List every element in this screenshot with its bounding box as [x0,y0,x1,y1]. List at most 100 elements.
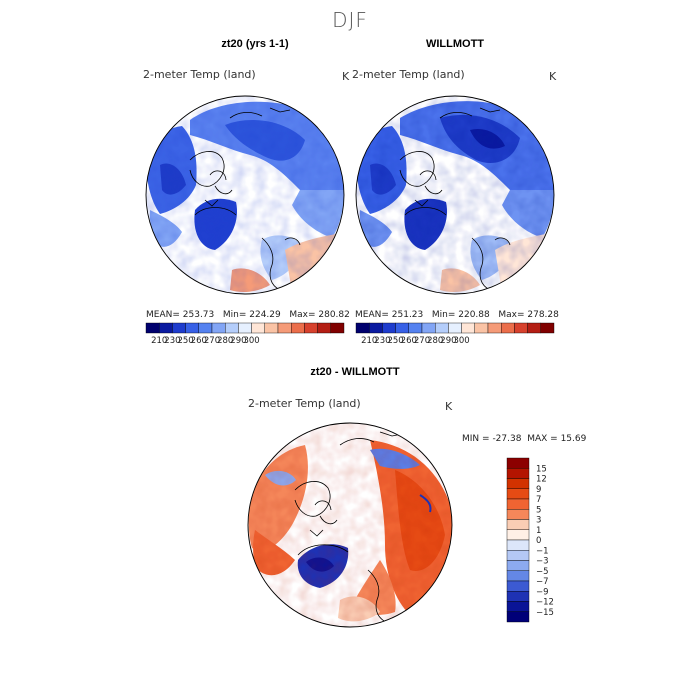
colorbar-swatch [369,322,383,334]
colorbar-tick-label: 230 [164,336,180,346]
colorbar-tick-label: 270 [414,336,430,346]
colorbar-tick-label: −3 [536,557,549,567]
colorbar-tick-label: 260 [401,336,417,346]
colorbar-tick-label: 15 [536,464,547,474]
colorbar-tick-label: 290 [230,336,246,346]
panel-1-unit: K [342,70,350,83]
colorbar-swatch [185,322,200,334]
max-label: MAX = [527,434,558,444]
colorbar-swatch [158,322,173,334]
min-value: -27.38 [492,434,522,444]
panel-3-map [247,422,453,628]
colorbar-tick-label: 230 [374,336,390,346]
colorbar-tick-label: 260 [191,336,207,346]
colorbar-tick-label: 300 [453,336,469,346]
colorbar-tick-label: −7 [536,577,549,587]
colorbar-tick-label: 5 [536,505,541,515]
panel-1-map [145,95,345,295]
mean-label: MEAN= [355,310,389,320]
figure-title: DJF [332,8,368,32]
panel-2-unit: K [549,70,557,83]
colorbar-swatch [474,322,489,334]
max-value: 15.69 [560,434,587,444]
panel-2-title: WILLMOTT [425,38,485,50]
colorbar-swatch [506,560,530,571]
colorbar-swatch [145,322,160,334]
colorbar-swatch [448,322,462,334]
colorbar-swatch [421,322,436,334]
colorbar-tick-label: 280 [217,336,233,346]
colorbar-swatch [506,601,530,612]
colorbar-tick-label: 12 [536,475,547,485]
panel-2-subtitle: 2-meter Temp (land) [352,68,465,81]
colorbar-tick-label: −5 [536,567,549,577]
colorbar-swatch [540,322,555,334]
colorbar-swatch [277,322,292,334]
colorbar-swatch [506,478,530,489]
min-label: Min= [431,310,456,320]
panel-3-subtitle: 2-meter Temp (land) [248,397,361,410]
panel-2-map [355,95,555,295]
min-label: MIN = [462,434,490,444]
colorbar-tick-label: 290 [440,336,456,346]
panel-3-unit: K [445,400,453,413]
colorbar-tick-label: −15 [536,608,554,618]
colorbar-swatch [506,570,530,582]
colorbar-swatch [506,498,530,510]
colorbar-swatch [506,488,530,500]
max-value: 280.82 [318,310,350,320]
panel-3-title: zt20 - WILLMOTT [310,366,400,378]
panel-1-subtitle: 2-meter Temp (land) [143,68,256,81]
max-label: Max= [289,310,316,320]
colorbar-tick-label: −12 [536,598,554,608]
colorbar-tick-label: 1 [536,526,541,536]
colorbar-swatch [198,322,213,334]
colorbar-tick-label: 7 [536,495,541,505]
colorbar-swatch [506,611,530,623]
colorbar-swatch [355,322,370,334]
mean-value: 251.23 [391,310,424,320]
colorbar-swatch [514,322,528,334]
colorbar-tick-label: 300 [243,336,259,346]
colorbar-swatch [408,322,423,334]
colorbar-swatch [487,322,502,334]
colorbar-swatch [304,322,318,334]
min-value: 224.29 [249,310,281,320]
colorbar-swatch [330,322,345,334]
colorbar-swatch [172,322,186,334]
panel-1-title: zt20 (yrs 1-1) [221,38,289,50]
colorbar-swatch [238,322,252,334]
colorbar-swatch [461,322,476,334]
colorbar-swatch [395,322,410,334]
colorbar-tick-label: 0 [536,536,541,546]
colorbar-swatch [506,591,530,602]
colorbar-swatch [506,529,530,541]
min-label: Min= [222,310,247,320]
colorbar-swatch [506,468,530,479]
colorbar-swatch [382,322,396,334]
colorbar-tick-label: 3 [536,516,541,526]
colorbar-tick-label: −9 [536,587,549,597]
colorbar-swatch [506,539,530,551]
colorbar-tick-label: −1 [536,546,549,556]
max-label: Max= [498,310,525,320]
colorbar-tick-label: 210 [361,336,377,346]
colorbar-swatch [506,509,530,520]
colorbar-swatch [527,322,541,334]
colorbar-tick-label: 250 [177,336,193,346]
colorbar-swatch [224,322,239,334]
colorbar-swatch [251,322,266,334]
colorbar-swatch [501,322,515,334]
colorbar-swatch [506,457,530,469]
colorbar-tick-label: 210 [151,336,167,346]
colorbar-swatch [506,580,530,592]
colorbar-swatch [317,322,332,334]
colorbar-tick-label: 250 [387,336,403,346]
colorbar-tick-label: 270 [204,336,220,346]
panel-3-stats: MIN = -27.38 MAX = 15.69 [462,434,586,444]
colorbar-swatch [506,550,530,561]
